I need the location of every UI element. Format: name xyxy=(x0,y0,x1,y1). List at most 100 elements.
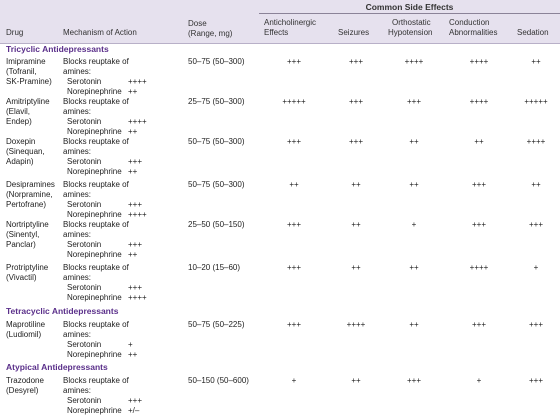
mechanism-text: Blocks reuptake of xyxy=(63,263,129,272)
drug-name: (Sinequan, xyxy=(6,147,45,156)
mechanism-text: amines: xyxy=(63,273,92,282)
dose-value: 50–75 (50–225) xyxy=(188,320,245,329)
serotonin-label: Serotonin xyxy=(67,340,102,349)
conduction-value: +++ xyxy=(471,180,486,189)
drug-name: (Tofranil, xyxy=(6,67,37,76)
seizures-value: +++ xyxy=(348,57,363,66)
dose-value: 25–50 (50–150) xyxy=(188,220,245,229)
serotonin-label: Serotonin xyxy=(67,117,102,126)
anticholinergic-value: +++ xyxy=(286,220,301,229)
norepinephrine-value: ++++ xyxy=(128,293,147,302)
mechanism-text: amines: xyxy=(63,330,92,339)
serotonin-value: +++ xyxy=(128,396,143,405)
mechanism-text: Blocks reuptake of xyxy=(63,97,129,106)
mechanism-text: Blocks reuptake of xyxy=(63,320,129,329)
norepinephrine-label: Norepinephrine xyxy=(67,167,122,176)
serotonin-label: Serotonin xyxy=(67,396,102,405)
serotonin-label: Serotonin xyxy=(67,240,102,249)
dose-value: 25–75 (50–300) xyxy=(188,97,245,106)
dose-value: 50–75 (50–300) xyxy=(188,180,245,189)
serotonin-value: ++++ xyxy=(128,117,147,126)
drug-name: Amitriptyline xyxy=(6,97,50,106)
norepinephrine-label: Norepinephrine xyxy=(67,210,122,219)
dose-value: 10–20 (15–60) xyxy=(188,263,241,272)
col-header-conduction-abnormalities: Abnormalities xyxy=(449,28,498,37)
norepinephrine-label: Norepinephrine xyxy=(67,350,122,359)
drug-name: (Desyrel) xyxy=(6,386,39,395)
anticholinergic-value: +++ xyxy=(286,57,301,66)
seizures-value: ++ xyxy=(351,220,361,229)
section-title: Tetracyclic Antidepressants xyxy=(6,306,119,316)
col-header-anticholinergic-effects: Effects xyxy=(264,28,289,37)
group-header-common-side-effects: Common Side Effects xyxy=(365,2,454,12)
serotonin-label: Serotonin xyxy=(67,157,102,166)
serotonin-value: +++ xyxy=(128,157,143,166)
drug-name: Maprotiline xyxy=(6,320,46,329)
group-header-rule xyxy=(259,13,560,14)
col-header-seizures: Seizures xyxy=(338,28,370,37)
drug-name: Doxepin xyxy=(6,137,36,146)
mechanism-text: amines: xyxy=(63,190,92,199)
serotonin-value: +++ xyxy=(128,283,143,292)
drug-name: Pertofrane) xyxy=(6,200,47,209)
norepinephrine-label: Norepinephrine xyxy=(67,293,122,302)
sedation-value: ++ xyxy=(531,180,541,189)
norepinephrine-value: ++ xyxy=(128,127,138,136)
mechanism-text: Blocks reuptake of xyxy=(63,376,129,385)
sedation-value: + xyxy=(533,263,539,272)
norepinephrine-label: Norepinephrine xyxy=(67,250,122,259)
orthostatic-value: ++++ xyxy=(404,57,424,66)
anticholinergic-value: +++ xyxy=(286,137,301,146)
drug-name: Adapin) xyxy=(6,157,34,166)
drug-name: (Vivactil) xyxy=(6,273,37,282)
table-header: Common Side Effects Drug Mechanism of Ac… xyxy=(0,0,560,43)
header-rule xyxy=(0,43,560,44)
anticholinergic-value: +++ xyxy=(286,320,301,329)
drug-name: (Ludiomil) xyxy=(6,330,42,339)
col-header-drug: Drug xyxy=(6,28,24,37)
anticholinergic-value: +++ xyxy=(286,263,301,272)
drug-name: Protriptyline xyxy=(6,263,49,272)
orthostatic-value: +++ xyxy=(406,376,421,385)
drug-name: Imipramine xyxy=(6,57,46,66)
seizures-value: +++ xyxy=(348,97,363,106)
seizures-value: ++ xyxy=(351,180,361,189)
seizures-value: +++ xyxy=(348,137,363,146)
norepinephrine-value: ++ xyxy=(128,350,138,359)
drug-name: (Norpramine, xyxy=(6,190,53,199)
serotonin-value: + xyxy=(128,340,133,349)
mechanism-text: Blocks reuptake of xyxy=(63,57,129,66)
section-title: Atypical Antidepressants xyxy=(6,362,108,372)
conduction-value: ++++ xyxy=(469,57,489,66)
orthostatic-value: ++ xyxy=(409,320,419,329)
seizures-value: ++++ xyxy=(346,320,366,329)
sedation-value: ++ xyxy=(531,57,541,66)
mechanism-text: amines: xyxy=(63,386,92,395)
anticholinergic-value: + xyxy=(291,376,297,385)
sedation-value: +++ xyxy=(528,220,543,229)
serotonin-value: +++ xyxy=(128,240,143,249)
mechanism-text: amines: xyxy=(63,147,92,156)
dose-value: 50–75 (50–300) xyxy=(188,137,245,146)
mechanism-text: Blocks reuptake of xyxy=(63,220,129,229)
orthostatic-value: + xyxy=(411,220,417,229)
serotonin-label: Serotonin xyxy=(67,77,102,86)
conduction-value: ++ xyxy=(474,137,484,146)
mechanism-text: Blocks reuptake of xyxy=(63,180,129,189)
drug-name: Endep) xyxy=(6,117,32,126)
conduction-value: ++++ xyxy=(469,97,489,106)
col-header-conduction: Conduction xyxy=(449,18,490,27)
col-header-anticholinergic: Anticholinergic xyxy=(264,18,317,27)
mechanism-text: amines: xyxy=(63,230,92,239)
drug-name: (Sinentyl, xyxy=(6,230,40,239)
norepinephrine-label: Norepinephrine xyxy=(67,406,122,415)
norepinephrine-value: ++++ xyxy=(128,210,147,219)
col-header-mechanism: Mechanism of Action xyxy=(63,28,137,37)
dose-value: 50–150 (50–600) xyxy=(188,376,249,385)
mechanism-text: Blocks reuptake of xyxy=(63,137,129,146)
sedation-value: +++ xyxy=(528,320,543,329)
anticholinergic-value: +++++ xyxy=(282,97,306,106)
serotonin-value: ++++ xyxy=(128,77,147,86)
norepinephrine-value: ++ xyxy=(128,250,138,259)
